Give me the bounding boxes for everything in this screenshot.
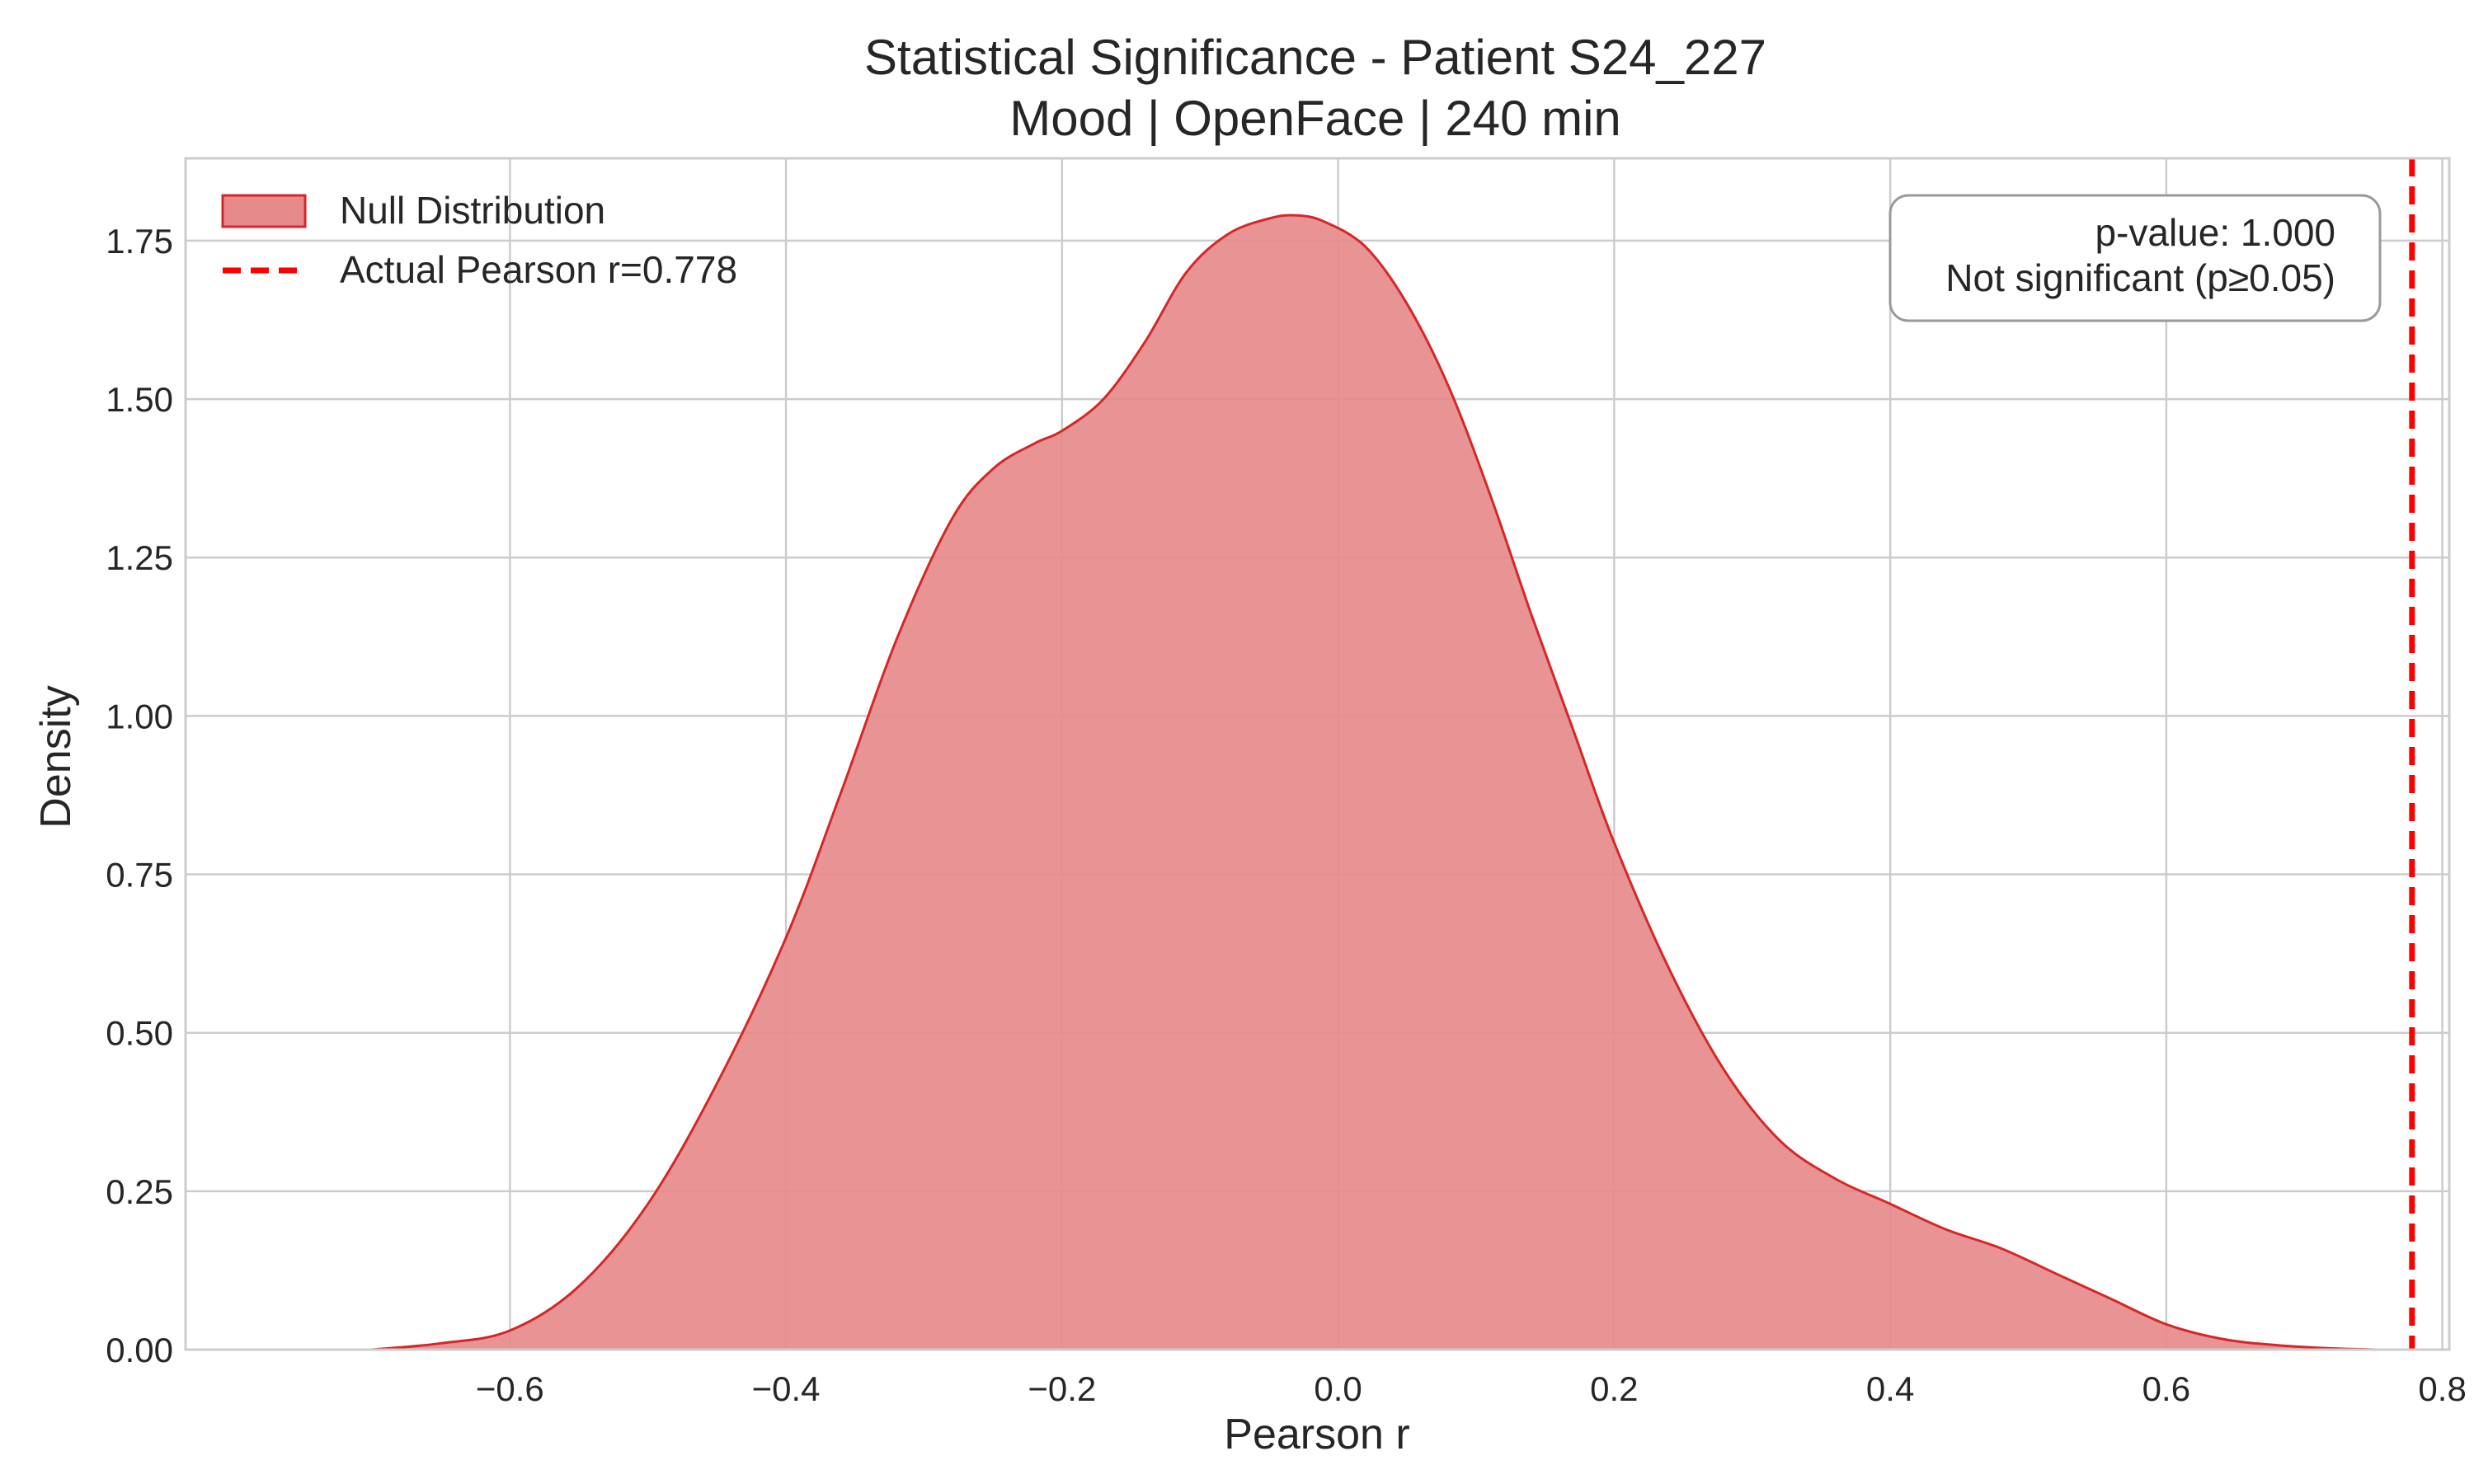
x-axis-label: Pearson r: [1224, 1411, 1409, 1458]
x-tick-label: −0.4: [752, 1369, 821, 1408]
plot-frame: [184, 157, 2451, 1351]
chart-subtitle: Mood | OpenFace | 240 min: [1009, 91, 1621, 146]
p-value-annotation: p-value: 1.000 Not significant (p≥0.05): [1888, 194, 2382, 322]
y-tick-label: 0.00: [106, 1331, 173, 1369]
null-distribution-curve: [371, 214, 2381, 1351]
legend-label-actual-r: Actual Pearson r=0.778: [340, 248, 737, 291]
y-tick-label: 1.25: [106, 538, 173, 577]
x-tick-label: −0.2: [1028, 1369, 1096, 1408]
series-layer: [371, 158, 2415, 1351]
y-tick-label: 1.00: [106, 697, 173, 735]
x-tick-label: 0.2: [1590, 1369, 1638, 1408]
annotation-box: [1888, 194, 2382, 322]
legend-swatch-null-distribution: [221, 194, 307, 228]
y-tick-label: 0.50: [106, 1014, 173, 1053]
annotation-significance: Not significant (p≥0.05): [1945, 256, 2335, 299]
chart-title: Statistical Significance - Patient S24_2…: [864, 30, 1766, 85]
x-tick-label: 0.6: [2142, 1369, 2190, 1408]
null-distribution-area: [372, 214, 2381, 1350]
x-tick-label: 0.8: [2418, 1369, 2466, 1408]
y-tick-label: 1.75: [106, 222, 173, 261]
x-tick-label: 0.0: [1314, 1369, 1362, 1408]
y-tick-label: 1.50: [106, 380, 173, 419]
annotation-p-value: p-value: 1.000: [2095, 211, 2335, 254]
x-tick-label: −0.6: [476, 1369, 544, 1408]
legend-label-null-distribution: Null Distribution: [340, 189, 605, 232]
x-tick-label: 0.4: [1866, 1369, 1914, 1408]
tick-layer: −0.6 −0.4 −0.2 0.0 0.2 0.4 0.6 0.8 0.00 0.25 0.50 0…: [106, 222, 2467, 1408]
y-axis-label: Density: [32, 685, 80, 828]
legend: Null Distribution Actual Pearson r=0.778: [221, 189, 737, 291]
y-tick-label: 0.25: [106, 1172, 173, 1211]
y-tick-label: 0.75: [106, 856, 173, 895]
